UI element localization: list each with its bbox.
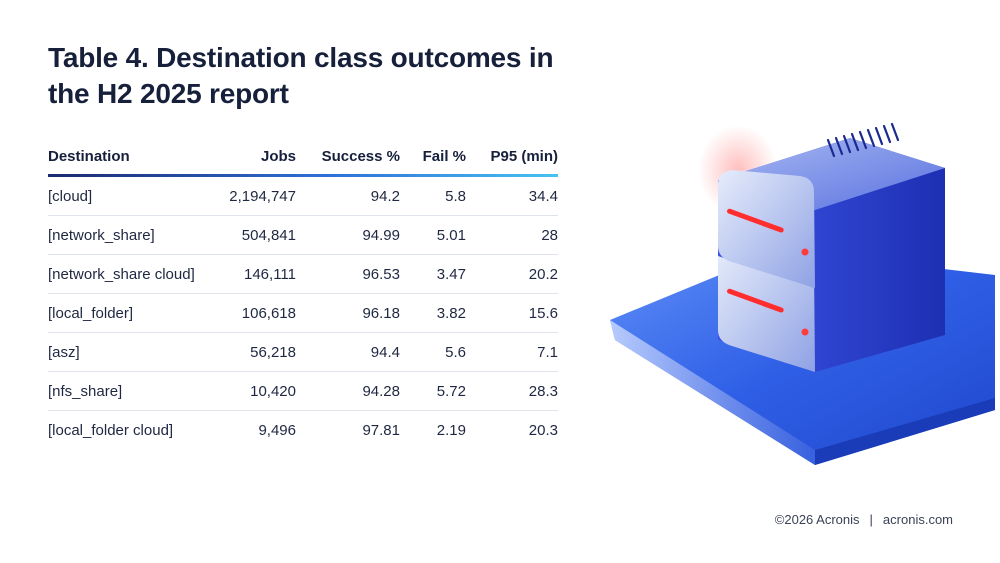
footer-copyright: ©2026 Acronis: [774, 512, 860, 527]
cell-jobs: 10,420: [218, 371, 296, 411]
cell-fail: 3.47: [400, 254, 466, 294]
cell-destination: [cloud]: [48, 177, 218, 216]
cell-p95: 15.6: [466, 293, 558, 333]
cell-jobs: 2,194,747: [218, 177, 296, 216]
header-fail: Fail %: [422, 147, 466, 165]
cell-p95: 20.3: [528, 421, 558, 439]
cell-jobs: 9,496: [258, 421, 296, 439]
cell-destination: [network_share]: [48, 215, 218, 255]
table-row: [local_folder] 106,618 96.18 3.82 15.6: [48, 293, 558, 333]
cell-p95: 28.3: [466, 371, 558, 411]
header-jobs: Jobs: [260, 147, 296, 165]
footer-site-link[interactable]: acronis.com: [882, 512, 953, 527]
table-row: [network_share] 504,841 94.99 5.01 28: [48, 215, 558, 255]
cell-jobs: 146,111: [218, 254, 296, 294]
footer: ©2026 Acronis | acronis.com: [775, 512, 953, 527]
cell-p95: 28: [466, 215, 558, 255]
cell-jobs: 106,618: [218, 293, 296, 333]
footer-separator: |: [869, 512, 873, 527]
table-row: [asz] 56,218 94.4 5.6 7.1: [48, 332, 558, 372]
table-row: [local_folder cloud] 9,496 97.81 2.19 20…: [48, 411, 558, 450]
cell-jobs: 504,841: [218, 215, 296, 255]
cell-success: 94.99: [296, 215, 400, 255]
cell-p95: 34.4: [466, 177, 558, 216]
page-title: Table 4. Destination class outcomes in t…: [48, 42, 554, 109]
cell-destination: [asz]: [48, 332, 218, 372]
cell-fail: 5.72: [400, 371, 466, 411]
cell-fail: 2.19: [436, 421, 466, 439]
cell-success: 96.18: [296, 293, 400, 333]
cell-jobs: 56,218: [218, 332, 296, 372]
cell-fail: 3.82: [400, 293, 466, 333]
cell-success: 97.81: [362, 421, 400, 439]
cell-success: 94.4: [296, 332, 400, 372]
header-p95: P95 (min): [490, 147, 558, 165]
cell-destination: [network_share cloud]: [48, 254, 218, 294]
cell-fail: 5.6: [400, 332, 466, 372]
cell-destination: [nfs_share]: [48, 371, 218, 411]
table-row: [nfs_share] 10,420 94.28 5.72 28.3: [48, 371, 558, 411]
cell-success: 96.53: [296, 254, 400, 294]
cell-success: 94.28: [296, 371, 400, 411]
table-header-row: Destination Jobs Success % Fail % P95 (m…: [48, 138, 558, 174]
table-row: [cloud] 2,194,747 94.2 5.8 34.4: [48, 177, 558, 216]
server-stack-icon: [600, 110, 1000, 480]
cell-destination: [local_folder cloud]: [48, 421, 174, 439]
cell-fail: 5.01: [400, 215, 466, 255]
header-destination: Destination: [48, 147, 130, 165]
destination-outcomes-table: Destination Jobs Success % Fail % P95 (m…: [48, 138, 558, 449]
header-gradient-rule: [48, 174, 558, 177]
header-success: Success %: [321, 147, 400, 165]
cell-p95: 7.1: [466, 332, 558, 372]
cell-destination: [local_folder]: [48, 293, 218, 333]
table-row: [network_share cloud] 146,111 96.53 3.47…: [48, 254, 558, 294]
cell-fail: 5.8: [400, 177, 466, 216]
cell-p95: 20.2: [466, 254, 558, 294]
cell-success: 94.2: [296, 177, 400, 216]
